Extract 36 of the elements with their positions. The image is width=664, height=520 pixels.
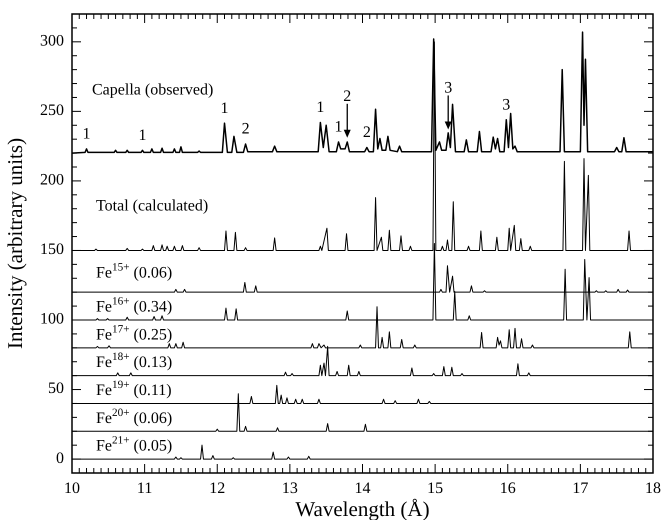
series-label: Fe$^{18+}$ (0.13): [96, 350, 172, 371]
series-label: Fe$^{20+}$ (0.06): [96, 406, 172, 426]
annotation: 2: [362, 124, 371, 142]
series-label: Fe$^{19+}$ (0.11): [96, 378, 172, 399]
x-tick-label: 11: [136, 480, 152, 497]
annotation: 1: [316, 99, 324, 116]
series-label: Total (calculated): [96, 197, 208, 214]
annotation: 2: [343, 88, 352, 105]
y-tick-label: 100: [40, 310, 64, 328]
annotation: 1: [82, 126, 91, 143]
annotation: 3: [444, 79, 452, 96]
series-label: Fe$^{21+}$ (0.05): [96, 434, 172, 454]
x-tick-label: 12: [209, 480, 226, 497]
x-tick-label: 15: [427, 480, 444, 497]
annotation: 1: [220, 100, 229, 117]
annotation: 2: [242, 120, 250, 138]
x-tick-label: 13: [282, 480, 298, 497]
annotation: 3: [502, 96, 510, 114]
annotation: 1: [334, 118, 343, 136]
y-tick-label: 200: [40, 172, 64, 189]
y-tick-label: 50: [48, 380, 64, 398]
y-tick-label: 300: [40, 32, 64, 50]
x-tick-label: 17: [572, 480, 588, 497]
annotation: 1: [138, 126, 146, 144]
x-tick-label: 14: [354, 480, 370, 497]
series-label: Fe$^{17+}$ (0.25): [96, 322, 172, 343]
y-tick-label: 0: [56, 450, 64, 467]
y-tick-label: 150: [40, 241, 64, 258]
series-label: Capella (observed): [92, 81, 214, 98]
series-label: Fe$^{16+}$ (0.34): [96, 295, 172, 316]
x-tick-label: 10: [64, 480, 80, 497]
y-tick-label: 250: [40, 102, 64, 120]
series-label: Fe$^{15+}$ (0.06): [96, 260, 172, 282]
y-axis-title: Intensity (arbitrary units): [3, 138, 27, 350]
x-tick-label: 16: [500, 480, 516, 497]
x-tick-label: 18: [645, 480, 661, 497]
